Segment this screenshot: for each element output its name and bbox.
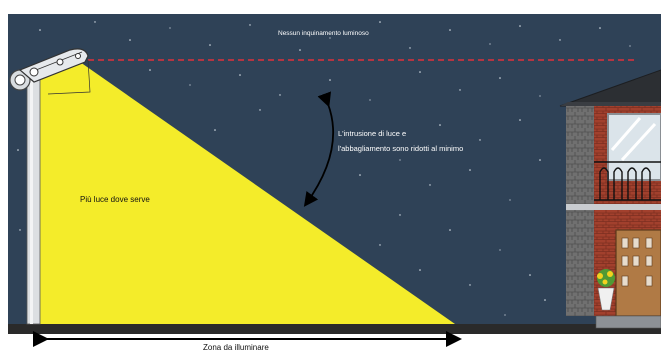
intrusion-label-line1: L'intrusione di luce e	[338, 129, 407, 138]
angle-marker	[47, 59, 91, 95]
house-icon	[559, 69, 661, 329]
ground	[8, 324, 661, 334]
more-light-label: Più luce dove serve	[80, 195, 150, 204]
curved-double-arrow-icon	[303, 91, 335, 207]
light-beam	[40, 62, 455, 324]
no-light-pollution-label: Nessun inquinamento luminoso	[278, 30, 369, 37]
street-lamp-icon	[9, 48, 89, 325]
zone-label: Zona da illuminare	[203, 343, 269, 352]
intrusion-label-line2: l'abbagliamento sono ridotti al minimo	[338, 144, 464, 153]
stars	[17, 21, 631, 316]
